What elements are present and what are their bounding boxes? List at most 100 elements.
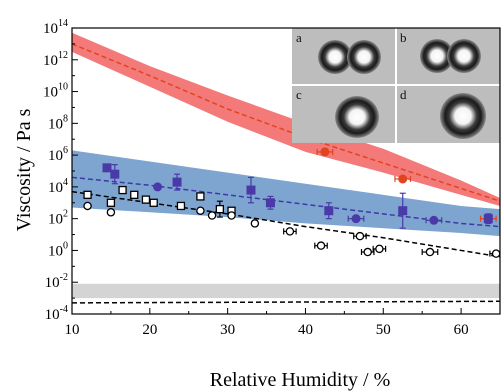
marker — [227, 211, 236, 220]
y-tick-label-8: 10-2 — [45, 272, 68, 291]
marker — [320, 147, 330, 157]
x-axis-label: Relative Humidity / % — [210, 369, 391, 391]
point-s4-7 — [314, 241, 328, 250]
marker — [176, 201, 186, 211]
marker — [130, 190, 139, 199]
point-s3-0 — [83, 190, 92, 199]
point-s4-1 — [106, 208, 116, 217]
x-tick-label-2: 30 — [220, 322, 235, 338]
panel-a-droplet-right — [347, 40, 381, 74]
y-tick-label-6: 102 — [48, 209, 68, 228]
y-tick-label-5: 104 — [48, 177, 68, 196]
point-s3-2 — [118, 185, 127, 195]
point-s4-3 — [207, 211, 217, 220]
point-s4-6 — [283, 227, 297, 236]
x-tick-label-4: 50 — [376, 322, 391, 338]
y-axis-label: Viscosity / Pa s — [13, 108, 35, 231]
marker — [215, 204, 225, 214]
point-s3-6 — [176, 201, 186, 211]
inset-label-a: a — [296, 30, 302, 45]
inset-label-d: d — [400, 87, 407, 102]
marker — [398, 206, 408, 216]
marker — [118, 185, 127, 195]
panel-b-droplet-right — [447, 39, 481, 73]
marker — [83, 201, 92, 211]
point-s2-2 — [425, 215, 443, 225]
x-tick-label-5: 60 — [454, 322, 469, 338]
marker — [351, 214, 361, 224]
point-s4-12 — [489, 249, 500, 258]
point-s1-6 — [398, 192, 408, 229]
marker — [425, 247, 435, 257]
point-s1-7 — [483, 213, 493, 225]
inset-label-b: b — [400, 30, 407, 45]
fit-line-1 — [72, 176, 500, 228]
marker — [83, 190, 92, 199]
point-s1-2 — [172, 173, 182, 191]
marker — [106, 198, 116, 207]
point-s4-11 — [421, 247, 439, 257]
point-s1-3 — [246, 176, 256, 204]
marker — [324, 206, 334, 216]
point-s1-4 — [265, 195, 275, 210]
y-tick-label-0: 1014 — [43, 18, 68, 37]
marker — [110, 169, 120, 179]
panel-a-droplet-left — [318, 40, 352, 74]
panel-d-droplet — [440, 93, 486, 139]
marker — [106, 208, 116, 217]
x-tick-label-1: 20 — [142, 322, 157, 338]
marker — [491, 249, 500, 258]
inset-micrographs: a b c d — [292, 28, 500, 143]
marker — [250, 219, 260, 228]
marker — [355, 231, 365, 241]
marker — [207, 211, 217, 220]
point-s1-0 — [102, 163, 112, 173]
point-s4-2 — [196, 206, 205, 215]
point-s0-0 — [316, 147, 334, 157]
x-tick-label-3: 40 — [298, 322, 313, 338]
marker — [149, 198, 158, 207]
point-s3-7 — [196, 192, 205, 201]
point-s3-3 — [130, 190, 139, 199]
fit-line-2 — [72, 190, 500, 258]
inset-label-c: c — [296, 87, 302, 102]
marker — [483, 214, 493, 224]
marker — [196, 192, 205, 201]
x-tick-label-0: 10 — [65, 322, 80, 338]
y-tick-label-1: 1012 — [43, 50, 68, 69]
marker — [196, 206, 205, 215]
marker — [285, 227, 295, 236]
point-s2-0 — [153, 182, 163, 192]
point-s0-1 — [394, 174, 412, 184]
point-s4-9 — [360, 247, 375, 257]
point-s3-1 — [106, 198, 116, 207]
point-s3-5 — [149, 198, 158, 207]
marker — [363, 247, 372, 257]
point-s1-1 — [110, 164, 120, 185]
panel-c-droplet — [335, 96, 379, 138]
marker — [141, 195, 151, 204]
point-s2-1 — [347, 214, 365, 224]
band-0 — [72, 32, 500, 206]
point-s3-8 — [215, 200, 225, 218]
marker — [429, 215, 439, 225]
marker — [102, 163, 112, 173]
marker — [246, 185, 256, 195]
data-points — [83, 147, 500, 258]
marker — [375, 244, 384, 254]
y-tick-label-4: 106 — [48, 145, 68, 164]
y-tick-label-9: 10-4 — [45, 304, 68, 323]
y-tick-label-7: 100 — [48, 240, 68, 259]
marker — [153, 182, 163, 192]
fit-line-3 — [72, 300, 500, 304]
y-tick-label-2: 1010 — [43, 82, 68, 101]
marker — [172, 177, 182, 187]
point-s4-5 — [250, 219, 260, 228]
point-s4-0 — [83, 201, 92, 211]
point-s1-5 — [324, 202, 334, 220]
y-tick-label-3: 108 — [48, 113, 68, 132]
marker — [398, 174, 408, 184]
axis-ticks: 10 20 30 40 50 60 1014 1012 1010 108 106 104 102 100 1… — [43, 18, 501, 338]
panel-b-droplet-left — [420, 39, 454, 73]
